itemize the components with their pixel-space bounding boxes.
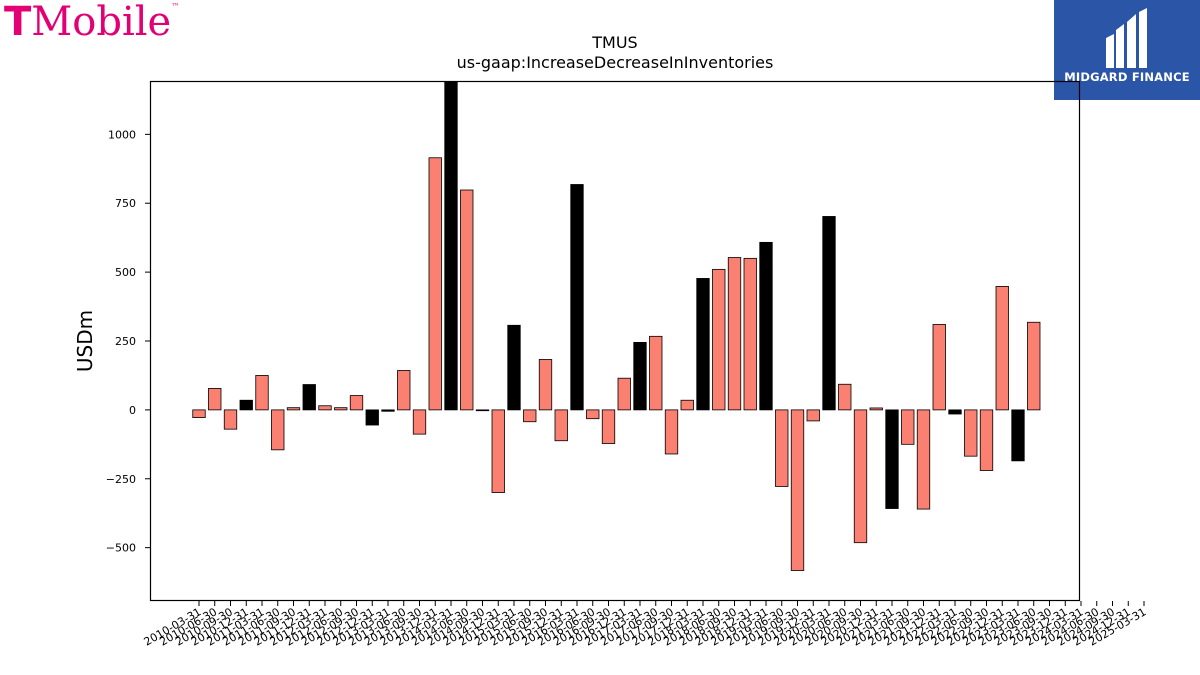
bar-2013-06-30 — [397, 370, 411, 411]
bar-2011-12-31 — [302, 384, 316, 411]
t-mobile-logo-tm: ™ — [171, 2, 180, 11]
midgard-finance-logo: MIDGARD FINANCE — [1054, 0, 1200, 100]
bar-2020-09-30 — [853, 409, 868, 544]
y-axis-label: USDm — [73, 310, 97, 372]
chart-title: TMUS — [591, 33, 637, 52]
bar-2011-06-30 — [271, 409, 285, 451]
t-mobile-logo-t: T — [4, 0, 32, 45]
bar-2017-03-31 — [633, 341, 647, 411]
bar-2021-06-30 — [901, 409, 915, 445]
bar-2012-12-31 — [365, 409, 379, 426]
bar-2018-03-31 — [696, 278, 710, 411]
bar-2012-06-30 — [334, 407, 348, 411]
bar-2019-12-31 — [806, 409, 820, 422]
bar-2021-09-30 — [916, 409, 931, 510]
bar-2014-06-30 — [460, 189, 474, 411]
bar-2020-06-30 — [838, 383, 852, 411]
bar-2018-06-30 — [712, 268, 726, 411]
bar-2020-03-31 — [822, 216, 836, 411]
bar-2010-12-31 — [239, 399, 253, 411]
bar-2014-12-31 — [491, 409, 505, 493]
plot-frame — [149, 80, 1081, 602]
t-mobile-logo: TMobile™ — [4, 0, 179, 44]
bar-2023-03-31 — [1011, 409, 1025, 462]
bar-2010-06-30 — [208, 387, 222, 411]
y-tick-label: −250 — [106, 473, 136, 486]
y-tick-label: 500 — [115, 266, 136, 279]
bar-2017-06-30 — [649, 335, 663, 411]
bar-2018-09-30 — [727, 257, 742, 411]
midgard-m-icon — [1106, 8, 1147, 68]
bar-2011-09-30 — [286, 407, 301, 411]
bar-2013-12-31 — [428, 157, 442, 411]
bar-2011-03-31 — [255, 375, 269, 411]
bar-2012-03-31 — [318, 405, 332, 411]
bar-2016-09-30 — [601, 409, 616, 444]
bar-2010-03-31 — [192, 409, 206, 418]
y-axis: −500 −250 0 250 500 750 1000 — [106, 128, 150, 555]
bar-2017-09-30 — [664, 409, 679, 455]
bar-2014-09-30 — [475, 409, 490, 412]
bar-2016-03-31 — [570, 184, 584, 411]
bar-2013-09-30 — [412, 409, 427, 435]
y-tick-label: 0 — [129, 404, 136, 417]
chart-subtitle: us-gaap:IncreaseDecreaseInInventories — [457, 53, 774, 72]
bar-2015-09-30 — [538, 359, 553, 411]
y-tick-label: 250 — [115, 335, 136, 348]
bar-2015-12-31 — [554, 409, 568, 442]
bar-2021-03-31 — [885, 409, 899, 509]
bar-2020-12-31 — [869, 407, 883, 411]
bar-2022-06-30 — [964, 409, 978, 457]
y-tick-label: −500 — [106, 542, 136, 555]
bar-2016-12-31 — [617, 377, 631, 411]
midgard-finance-text: MIDGARD FINANCE — [1064, 70, 1190, 84]
bar-2017-12-31 — [680, 399, 694, 411]
bar-2013-03-31 — [381, 409, 395, 412]
x-axis: 2010-03-312010-06-302010-09-302010-12-31… — [142, 601, 1149, 649]
bars-group — [192, 81, 1041, 571]
bar-2018-12-31 — [743, 257, 757, 411]
bar-2019-09-30 — [790, 409, 805, 571]
bar-2015-03-31 — [507, 324, 521, 411]
bar-2015-06-30 — [523, 409, 537, 423]
bar-2023-06-30 — [1027, 321, 1041, 411]
bar-2021-12-31 — [932, 324, 946, 411]
bar-2019-06-30 — [775, 409, 789, 487]
bar-2012-09-30 — [349, 395, 364, 411]
bar-2014-03-31 — [444, 81, 458, 411]
bar-2016-06-30 — [586, 409, 600, 420]
bar-2022-03-31 — [948, 409, 962, 415]
bar-2022-09-30 — [979, 409, 994, 471]
t-mobile-logo-word: Mobile — [31, 0, 172, 45]
y-tick-label: 1000 — [108, 128, 136, 141]
y-tick-label: 750 — [115, 197, 136, 210]
bar-2019-03-31 — [759, 241, 773, 411]
bar-2010-09-30 — [223, 409, 238, 430]
bar-2022-12-31 — [995, 286, 1009, 411]
